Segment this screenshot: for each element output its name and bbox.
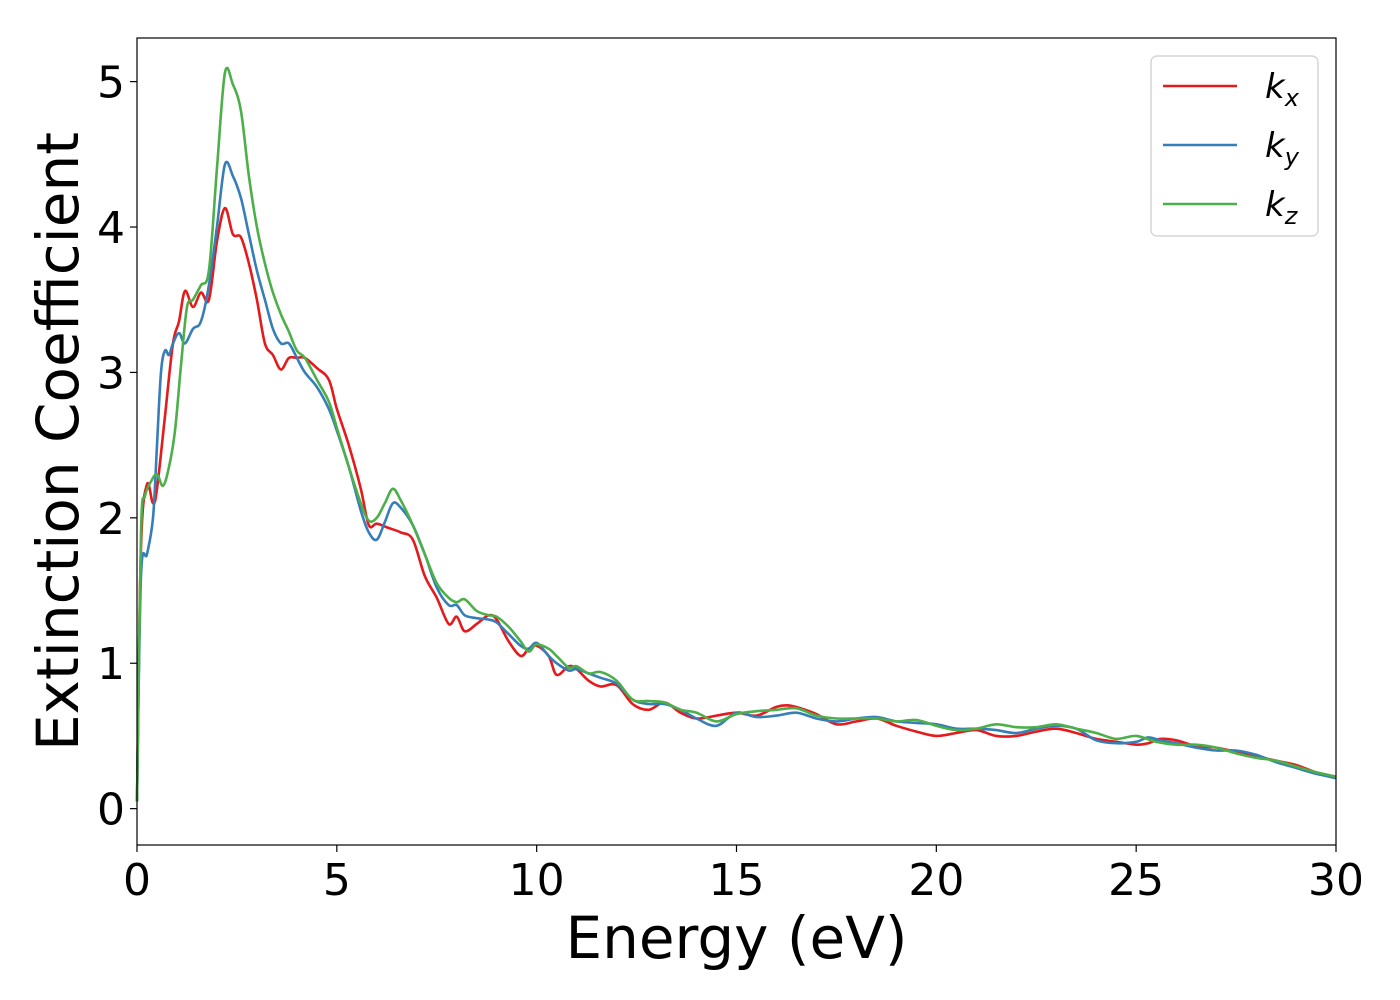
y-axis-ticks: 0 1 2 3 4 5 [97, 58, 137, 836]
y-tick-label: 3 [97, 348, 125, 399]
y-tick-label: 1 [97, 639, 125, 690]
x-axis-ticks: 0 5 10 15 20 25 30 [123, 845, 1364, 906]
y-tick-label: 4 [97, 203, 125, 254]
x-axis-label: Energy (eV) [565, 904, 907, 972]
x-tick-label: 5 [323, 855, 351, 906]
y-tick-label: 0 [97, 785, 125, 836]
y-tick-label: 5 [97, 58, 125, 109]
x-tick-label: 0 [123, 855, 151, 906]
x-tick-label: 20 [908, 855, 964, 906]
y-axis-label: Extinction Coefficient [24, 132, 92, 751]
x-tick-label: 30 [1308, 855, 1364, 906]
series-line-x [135, 206, 1337, 802]
x-tick-label: 15 [709, 855, 765, 906]
y-tick-label: 2 [97, 494, 125, 545]
series-layer [135, 66, 1337, 802]
x-tick-label: 10 [509, 855, 565, 906]
x-tick-label: 25 [1108, 855, 1164, 906]
series-line-z [135, 66, 1337, 802]
